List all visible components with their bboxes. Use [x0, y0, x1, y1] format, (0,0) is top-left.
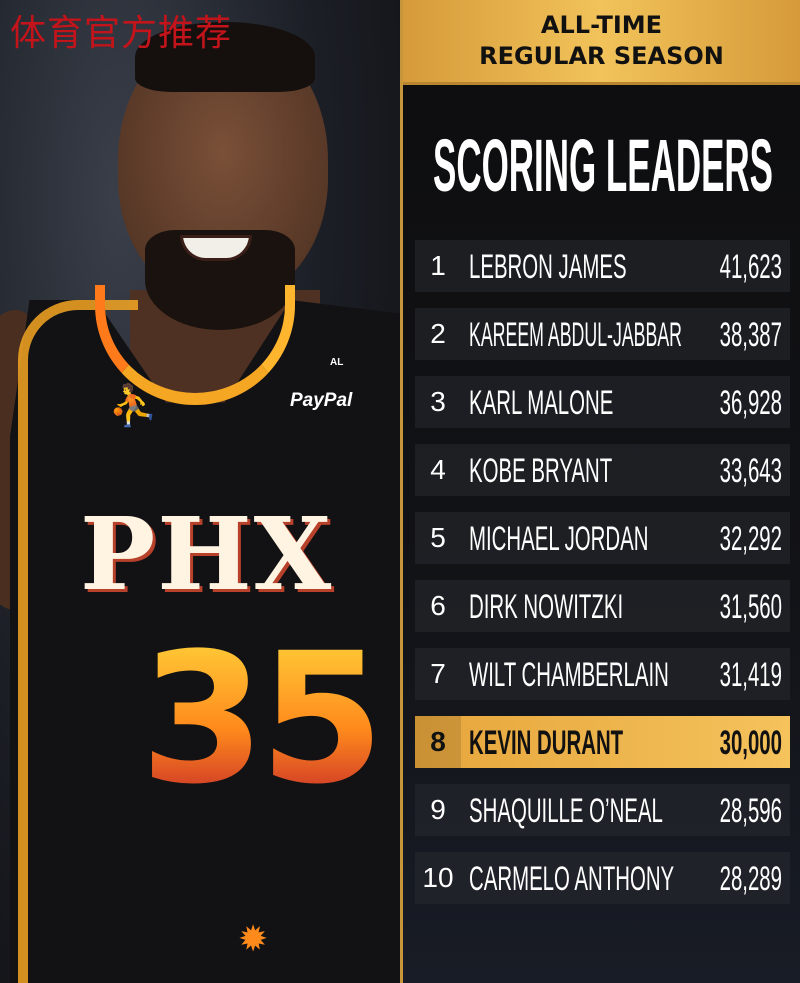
leader-name: KEVIN DURANT: [469, 724, 623, 762]
suns-logo-icon: ✹: [238, 918, 269, 959]
leader-points: 28,289: [720, 860, 782, 898]
leader-name-box: MICHAEL JORDAN: [469, 520, 648, 558]
leader-name-box: CARMELO ANTHONY: [469, 860, 674, 898]
leader-name-box: DIRK NOWITZKI: [469, 588, 623, 626]
smile: [180, 235, 252, 261]
leader-row-highlighted: 8 KEVIN DURANT 30,000: [415, 716, 790, 768]
page-title: SCORING LEADERS: [433, 125, 773, 197]
leader-points: 38,387: [720, 316, 782, 354]
sponsor-patch: PayPal: [290, 390, 353, 411]
leader-points-box: 33,643: [720, 452, 782, 490]
leader-points-box: 28,596: [720, 792, 782, 830]
leader-row: 3 KARL MALONE 36,928: [415, 376, 790, 428]
leader-rank: 9: [430, 794, 446, 825]
leader-name-box: KOBE BRYANT: [469, 452, 612, 490]
leader-row: 10 CARMELO ANTHONY 28,289: [415, 852, 790, 904]
leader-points: 28,596: [720, 792, 782, 830]
leader-name: LEBRON JAMES: [469, 248, 627, 286]
leader-row: 5 MICHAEL JORDAN 32,292: [415, 512, 790, 564]
leader-name: MICHAEL JORDAN: [469, 520, 648, 558]
leader-rank: 3: [430, 386, 446, 417]
leader-name-box: WILT CHAMBERLAIN: [469, 656, 669, 694]
leader-points-box: 31,560: [720, 588, 782, 626]
leader-points-box: 41,623: [720, 248, 782, 286]
leader-points-box: 30,000: [720, 724, 782, 762]
leader-rank: 8: [415, 716, 461, 768]
leader-row: 9 SHAQUILLE O’NEAL 28,596: [415, 784, 790, 836]
leader-name: KOBE BRYANT: [469, 452, 612, 490]
leader-name-box: KEVIN DURANT: [469, 724, 623, 762]
leader-points-box: 31,419: [720, 656, 782, 694]
leader-name-box: LEBRON JAMES: [469, 248, 627, 286]
leader-points: 32,292: [720, 520, 782, 558]
leader-points: 36,928: [720, 384, 782, 422]
leader-rank: 5: [430, 522, 446, 553]
leader-rank: 1: [430, 250, 446, 281]
leader-points-box: 38,387: [720, 316, 782, 354]
leader-row: 2 KAREEM ABDUL-JABBAR 38,387: [415, 308, 790, 360]
leader-rank: 4: [430, 454, 446, 485]
leader-rank: 7: [430, 658, 446, 689]
leader-row: 7 WILT CHAMBERLAIN 31,419: [415, 648, 790, 700]
leader-points: 33,643: [720, 452, 782, 490]
leader-points-box: 36,928: [720, 384, 782, 422]
leader-points-box: 28,289: [720, 860, 782, 898]
leaders-panel: ALL-TIME REGULAR SEASON SCORING LEADERS …: [400, 0, 800, 983]
leader-points: 31,560: [720, 588, 782, 626]
leader-row: 1 LEBRON JAMES 41,623: [415, 240, 790, 292]
leader-rank: 6: [430, 590, 446, 621]
jersey-text: PHX: [80, 495, 334, 613]
leader-name-box: KAREEM ABDUL-JABBAR: [469, 316, 682, 354]
leader-rank: 10: [422, 862, 454, 893]
leader-points: 30,000: [720, 724, 782, 762]
watermark: 体育官方推荐: [10, 13, 233, 54]
leader-name: CARMELO ANTHONY: [469, 860, 674, 898]
jersey: [10, 300, 400, 983]
jumpman-logo-icon: ⛹: [108, 384, 158, 428]
header-line2: REGULAR SEASON: [479, 42, 724, 70]
leader-points: 31,419: [720, 656, 782, 694]
leader-name: WILT CHAMBERLAIN: [469, 656, 669, 694]
jersey-trim: [18, 300, 138, 983]
leader-name: KARL MALONE: [469, 384, 613, 422]
leader-points: 41,623: [720, 248, 782, 286]
header-line1: ALL-TIME: [540, 11, 663, 39]
leader-name: SHAQUILLE O’NEAL: [469, 792, 663, 830]
leader-rank: 2: [430, 318, 446, 349]
jersey-number: 35: [140, 615, 384, 824]
hair: [135, 22, 315, 92]
player-photo: ⛹ AL PayPal PHX 35 ✹: [0, 0, 400, 983]
header-banner: ALL-TIME REGULAR SEASON: [403, 0, 800, 85]
leader-name-box: KARL MALONE: [469, 384, 613, 422]
leader-row: 4 KOBE BRYANT 33,643: [415, 444, 790, 496]
leader-name: DIRK NOWITZKI: [469, 588, 623, 626]
leader-name-box: SHAQUILLE O’NEAL: [469, 792, 663, 830]
leader-row: 6 DIRK NOWITZKI 31,560: [415, 580, 790, 632]
page-title-text: SCORING LEADERS: [433, 125, 773, 197]
leader-points-box: 32,292: [720, 520, 782, 558]
jersey-patch: AL: [330, 357, 344, 368]
leader-name: KAREEM ABDUL-JABBAR: [469, 316, 682, 354]
